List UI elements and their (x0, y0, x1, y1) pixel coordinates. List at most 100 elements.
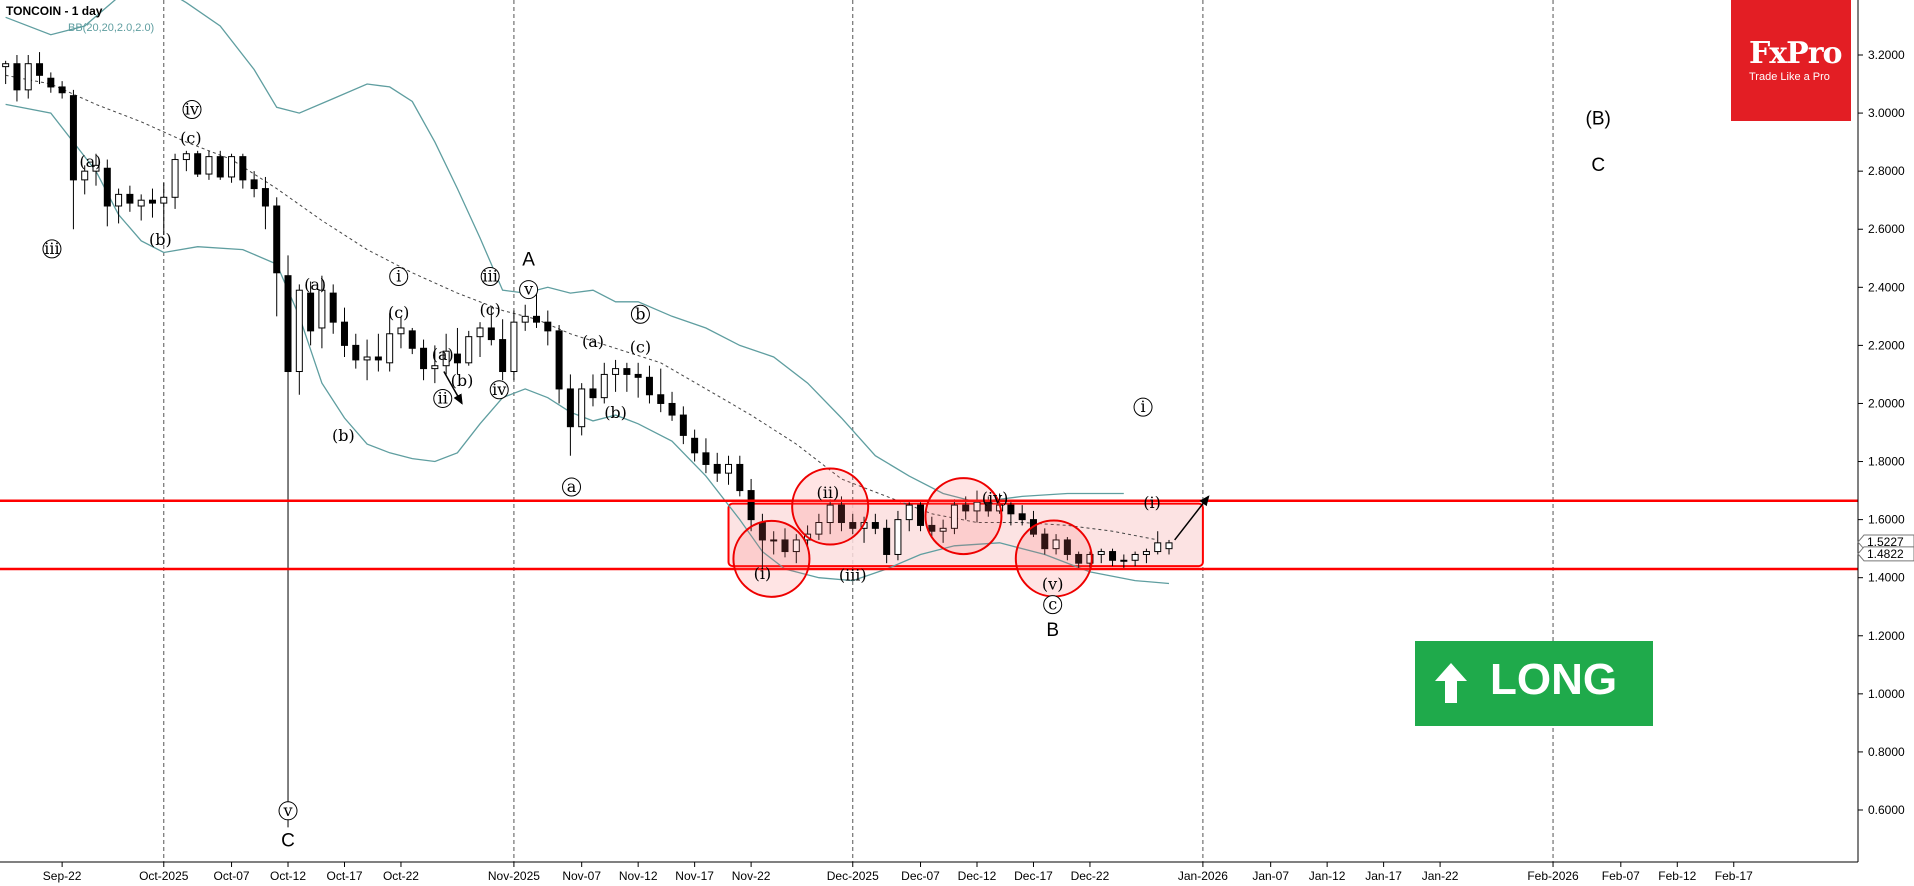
wave-label: i (1133, 397, 1153, 417)
highlight-circle (924, 477, 1003, 556)
x-tick-label: Feb-12 (1658, 869, 1696, 883)
candle-body (171, 159, 179, 198)
candle-body (634, 373, 642, 378)
candle (137, 194, 145, 221)
candle (702, 438, 710, 474)
candle-body (510, 321, 518, 373)
candle (894, 510, 902, 561)
candle (205, 150, 213, 180)
candle-body (837, 504, 845, 524)
candle-body (770, 539, 778, 542)
candle-body (261, 188, 269, 207)
candle (386, 313, 394, 372)
candle-body (36, 63, 44, 76)
candle (318, 275, 326, 349)
candle-body (578, 388, 586, 428)
wave-label-text: (v) (1042, 574, 1064, 593)
brand-tagline: Trade Like a Pro (1749, 71, 1830, 83)
candle (950, 499, 958, 535)
wave-label-text: (c) (630, 338, 651, 357)
candle-body (1041, 533, 1049, 550)
candle-body (1086, 553, 1094, 564)
candle (1041, 528, 1049, 555)
wave-label-text: (b) (332, 426, 355, 445)
wave-label-text: a (567, 477, 577, 496)
wave-label: (B) (1586, 109, 1611, 130)
wave-label-circle (519, 280, 539, 300)
candle (883, 519, 891, 564)
candle (397, 316, 405, 349)
wave-label: (c) (479, 300, 500, 319)
candle-body (273, 205, 281, 274)
candle-body (318, 289, 326, 329)
x-tick-label: Nov-12 (619, 869, 658, 883)
candle (160, 182, 168, 236)
wave-label: (iii) (839, 566, 867, 585)
candle (216, 150, 224, 180)
candle (273, 197, 281, 317)
wave-label-text: iii (483, 267, 498, 286)
x-tick-label: Sep-22 (43, 869, 82, 883)
candle-body (1154, 542, 1162, 553)
candle (363, 339, 371, 381)
arrow-up-icon (1435, 663, 1467, 703)
candle-body (465, 336, 473, 364)
candle-body (81, 170, 89, 181)
x-tick-label: Nov-22 (732, 869, 771, 883)
y-tick-label: 2.8000 (1868, 164, 1905, 178)
candle (939, 519, 947, 543)
candle-body (13, 63, 21, 91)
y-tick-label: 3.0000 (1868, 106, 1905, 120)
candle-body (555, 330, 563, 390)
candle (261, 176, 269, 230)
candle-body (702, 452, 710, 465)
wave-label-circle (489, 380, 509, 400)
wave-label: (c) (630, 338, 651, 357)
candle (815, 513, 823, 540)
wave-label: (c) (388, 303, 409, 322)
candle-body (883, 527, 891, 555)
candle-body (487, 327, 495, 341)
candle (1142, 548, 1150, 564)
candle-body (600, 373, 608, 399)
candle-body (736, 463, 744, 492)
candle (58, 81, 66, 99)
candle (352, 333, 360, 369)
wave-label: C (281, 830, 295, 851)
candle-body (849, 522, 857, 529)
candle-body (657, 394, 665, 404)
candle (1063, 537, 1071, 561)
candle (239, 153, 247, 189)
candle-body (894, 519, 902, 555)
candle-body (1018, 513, 1026, 521)
indicator-label: BB(20,20,2.0,2.0) (68, 22, 154, 34)
y-tick-label: 0.8000 (1868, 745, 1905, 759)
wave-label: ii (433, 388, 453, 408)
wave-label: (b) (604, 403, 627, 422)
x-tick-label: Feb-07 (1602, 869, 1640, 883)
candle-body (352, 344, 360, 361)
candle (917, 502, 925, 532)
candle (871, 513, 879, 535)
candle (1131, 551, 1139, 567)
candle-body (442, 350, 450, 367)
wave-label-text: (b) (451, 371, 474, 390)
candle (578, 383, 586, 436)
candle (453, 327, 461, 375)
x-tick-label: Oct-17 (326, 869, 362, 883)
x-tick-label: Nov-2025 (488, 869, 540, 883)
candle-body (939, 527, 947, 532)
candle (668, 391, 676, 421)
candle (340, 307, 348, 357)
candle-body (386, 333, 394, 364)
wave-label-text: C (281, 830, 295, 851)
x-tick-label: Oct-12 (270, 869, 306, 883)
wave-label: B (1046, 620, 1059, 641)
candle (1007, 502, 1015, 526)
wave-label-circle (480, 267, 500, 286)
candle-body (905, 504, 913, 521)
candle (115, 188, 123, 224)
wave-label: iii (480, 267, 500, 286)
candle (2, 60, 10, 85)
